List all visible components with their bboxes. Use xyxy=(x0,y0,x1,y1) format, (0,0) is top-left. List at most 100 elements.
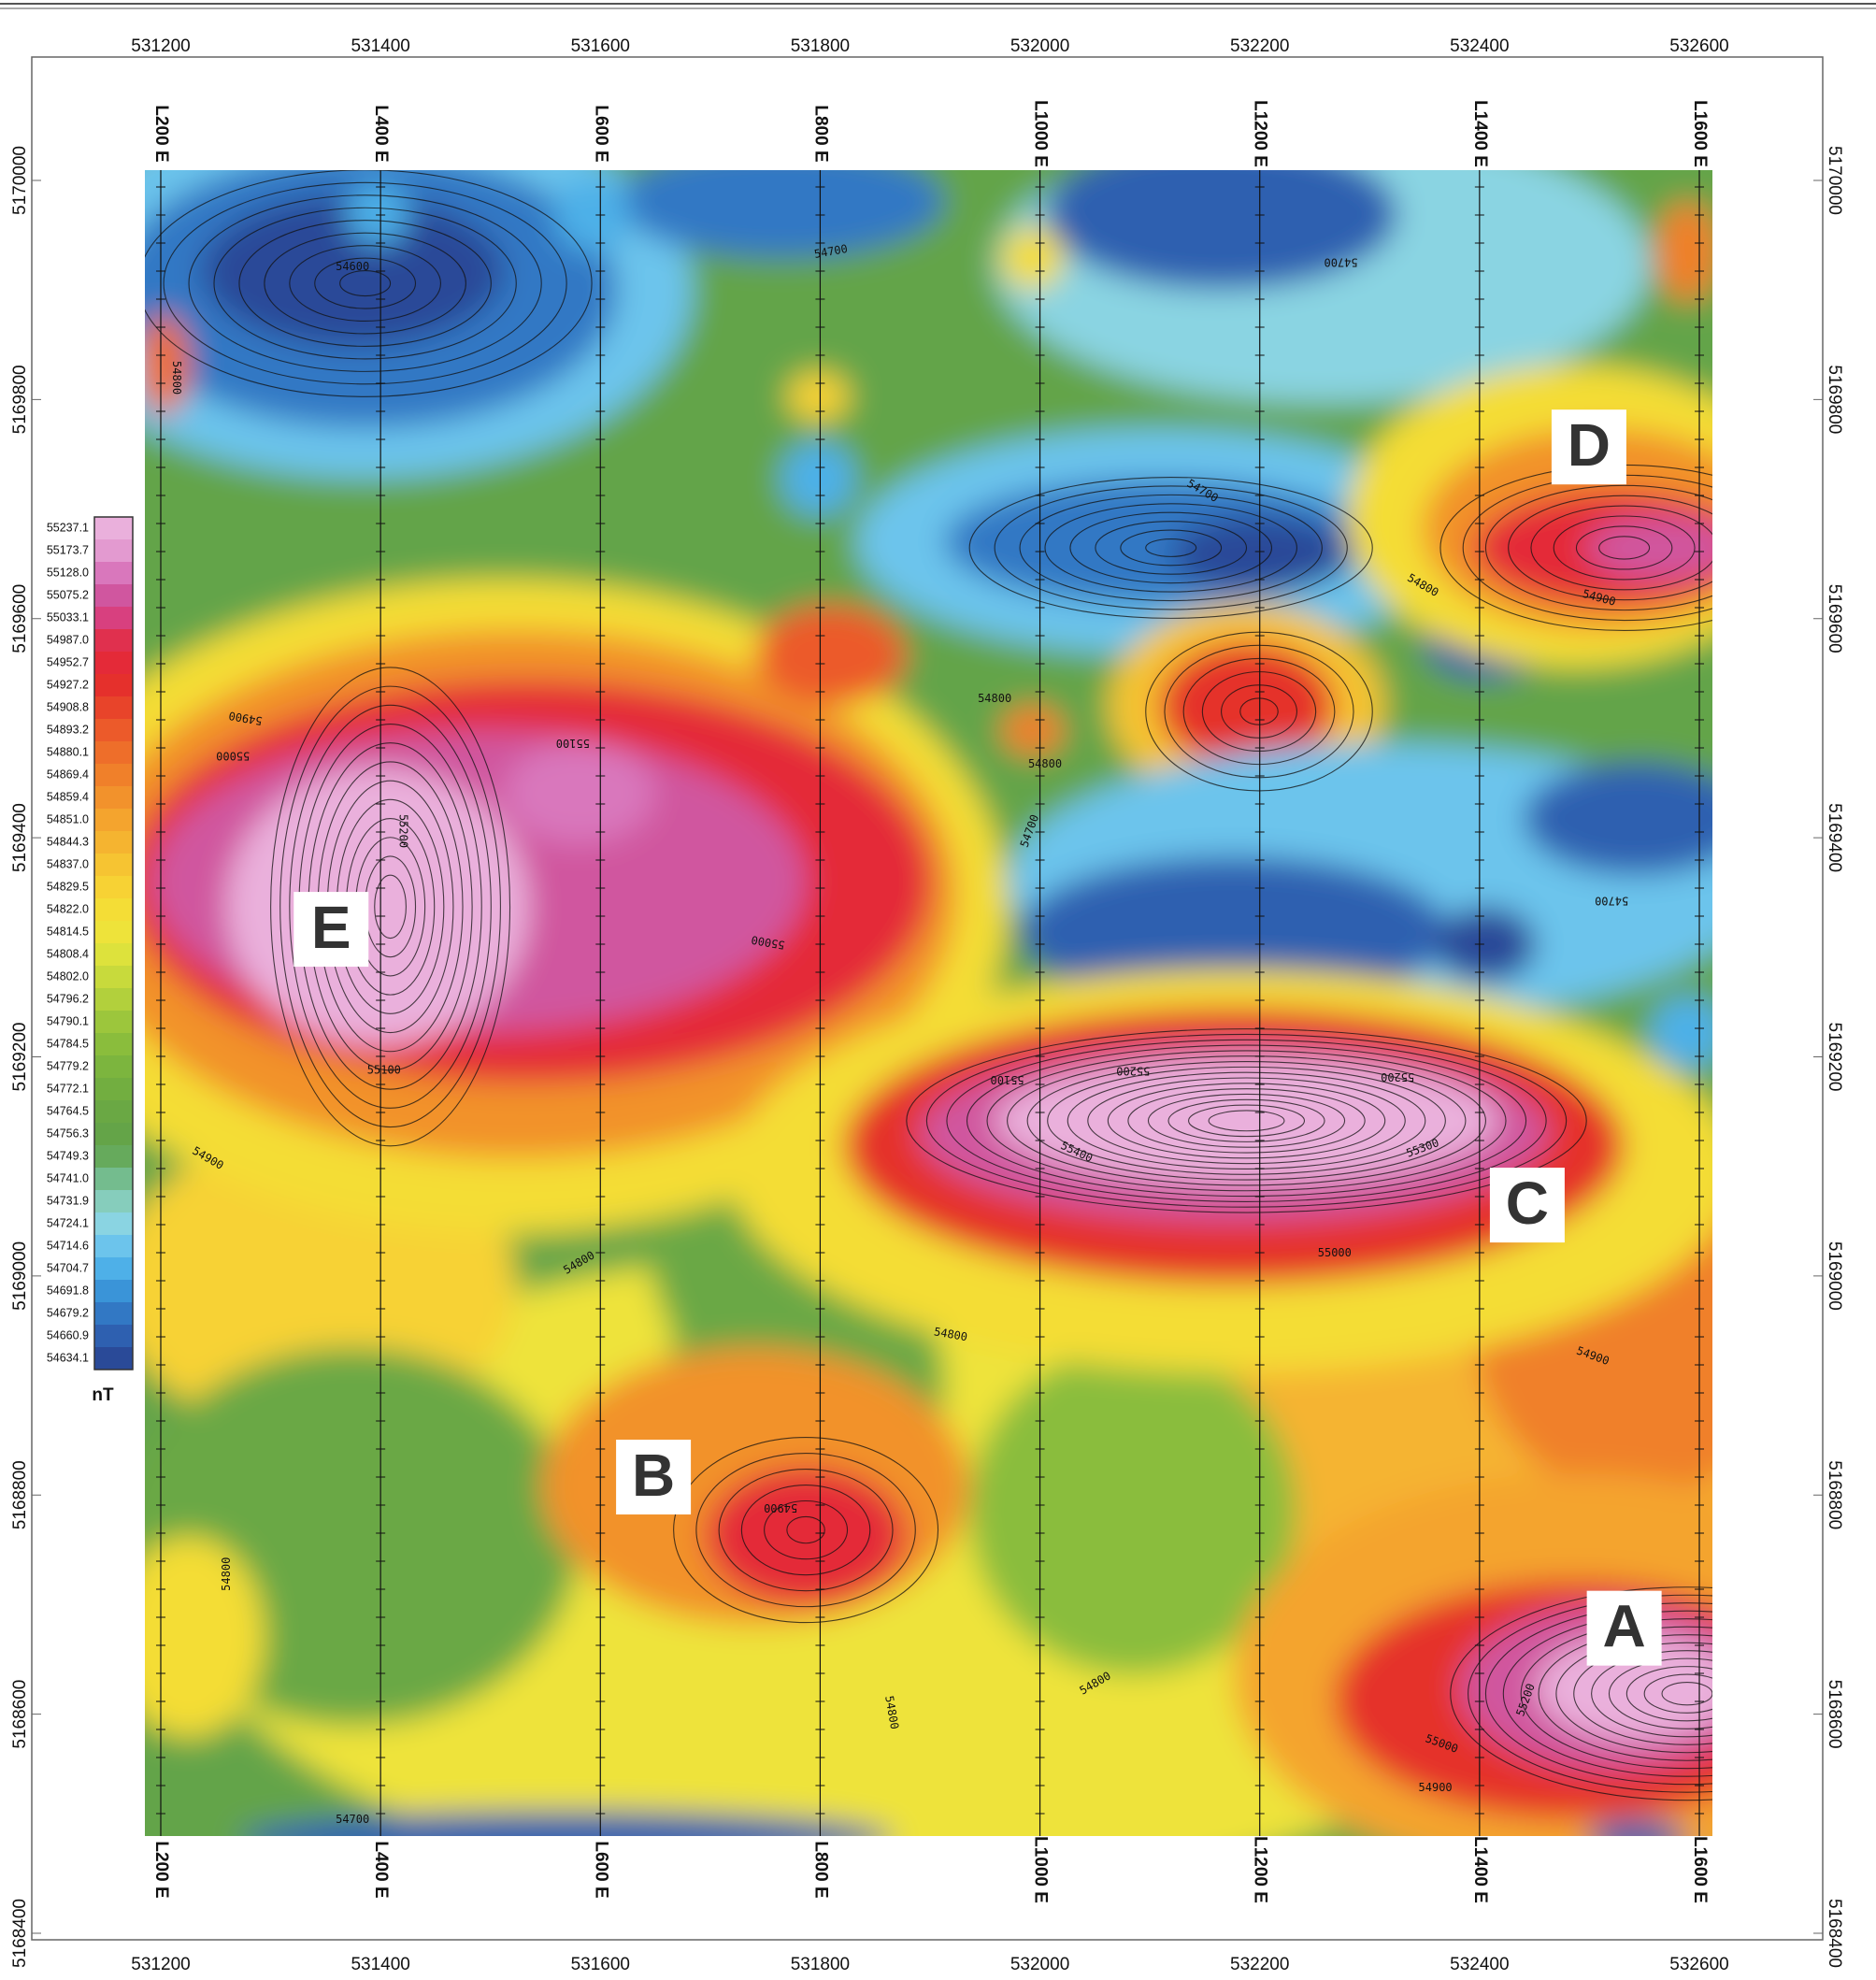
anomaly-label: C xyxy=(1506,1169,1549,1237)
contour-label: 55100 xyxy=(367,1063,401,1076)
legend-swatch xyxy=(94,966,133,988)
line-label: L1400 E xyxy=(1470,1836,1490,1903)
legend-label: 54679.2 xyxy=(47,1306,89,1319)
legend-swatch xyxy=(94,652,133,674)
anomaly-label: D xyxy=(1568,411,1611,479)
y-tick-label: 5170000 xyxy=(10,146,30,215)
contour-label: 54900 xyxy=(1419,1781,1453,1794)
legend-label: 54731.9 xyxy=(47,1194,89,1207)
legend-swatch xyxy=(94,539,133,562)
legend-swatch xyxy=(94,1055,133,1078)
field-blob xyxy=(1586,516,1738,579)
y-tick-label: 5168800 xyxy=(10,1460,30,1529)
x-tick-label: 531200 xyxy=(131,1955,190,1974)
legend-swatch xyxy=(94,1190,133,1212)
legend-unit: nT xyxy=(92,1385,114,1405)
anomaly-label: E xyxy=(311,894,351,961)
legend-swatch xyxy=(94,854,133,876)
line-label: L1600 E xyxy=(1690,100,1710,167)
legend-label: 54779.2 xyxy=(47,1059,89,1072)
line-label: L1000 E xyxy=(1031,1836,1051,1903)
x-tick-label: 532200 xyxy=(1230,1955,1289,1974)
anomaly-label: B xyxy=(632,1442,675,1509)
x-tick-label: 532600 xyxy=(1669,1955,1728,1974)
field-blob xyxy=(1436,907,1537,983)
legend-label: 54741.0 xyxy=(47,1171,89,1184)
y-tick-label: 5168400 xyxy=(1825,1899,1844,1968)
legend-swatch xyxy=(94,898,133,921)
contour-label: 54800 xyxy=(1028,757,1062,770)
contour-label: 54800 xyxy=(170,361,183,395)
field-blob xyxy=(504,743,655,844)
legend-swatch xyxy=(94,809,133,831)
legend-label: 54660.9 xyxy=(47,1328,89,1342)
y-tick-label: 5169000 xyxy=(10,1241,30,1311)
field-blob xyxy=(1650,995,1726,1070)
legend-label: 54714.6 xyxy=(47,1239,89,1252)
contour-label: 54600 xyxy=(336,260,369,273)
legend-label: 54691.8 xyxy=(47,1284,89,1297)
legend-label: 54987.0 xyxy=(47,633,89,646)
legend-swatch xyxy=(94,1347,133,1370)
line-label: L1600 E xyxy=(1690,1836,1710,1903)
legend-label: 54772.1 xyxy=(47,1082,89,1095)
legend-swatch xyxy=(94,629,133,652)
legend-label: 54749.3 xyxy=(47,1149,89,1162)
legend-swatch xyxy=(94,719,133,741)
legend-swatch xyxy=(94,876,133,898)
legend-label: 54756.3 xyxy=(47,1126,89,1140)
y-tick-label: 5168600 xyxy=(10,1680,30,1749)
legend-label: 54880.1 xyxy=(47,745,89,758)
legend-swatch xyxy=(94,764,133,786)
x-tick-label: 532600 xyxy=(1669,36,1728,56)
legend-label: 54704.7 xyxy=(47,1261,89,1274)
legend-label: 54784.5 xyxy=(47,1037,89,1050)
legend-swatch xyxy=(94,1033,133,1055)
legend-swatch xyxy=(94,1145,133,1168)
legend-label: 54952.7 xyxy=(47,655,89,668)
y-tick-label: 5169400 xyxy=(1825,803,1844,872)
y-tick-label: 5169200 xyxy=(10,1023,30,1092)
legend-swatch xyxy=(94,921,133,943)
y-tick-label: 5168800 xyxy=(1825,1460,1844,1529)
y-tick-label: 5168400 xyxy=(10,1899,30,1968)
line-label: L1400 E xyxy=(1470,100,1490,167)
field-blob xyxy=(1655,202,1718,303)
contour-label: 54800 xyxy=(220,1557,233,1591)
legend-swatch xyxy=(94,1168,133,1190)
field-blob xyxy=(755,605,907,706)
x-tick-label: 531600 xyxy=(571,1955,630,1974)
line-label: L1200 E xyxy=(1251,1836,1270,1903)
contour-label: 55100 xyxy=(556,737,590,750)
x-tick-label: 532200 xyxy=(1230,36,1289,56)
legend-label: 54869.4 xyxy=(47,768,89,781)
x-tick-label: 532000 xyxy=(1010,1955,1069,1974)
line-label: L1000 E xyxy=(1031,100,1051,167)
contour-label: 55200 xyxy=(1116,1064,1150,1077)
legend-label: 54829.5 xyxy=(47,880,89,893)
contour-label: 55200 xyxy=(1381,1070,1414,1083)
legend-swatch xyxy=(94,562,133,584)
legend-label: 54802.0 xyxy=(47,969,89,983)
legend-label: 55075.2 xyxy=(47,588,89,601)
legend-swatch xyxy=(94,1078,133,1100)
contour-label: 54700 xyxy=(1595,895,1628,908)
legend-label: 54927.2 xyxy=(47,678,89,691)
field-blob xyxy=(1524,762,1750,875)
legend-swatch xyxy=(94,1123,133,1145)
x-tick-label: 531600 xyxy=(571,36,630,56)
x-tick-label: 532400 xyxy=(1450,1955,1509,1974)
legend-label: 54808.4 xyxy=(47,947,89,960)
legend-swatch xyxy=(94,1325,133,1347)
y-tick-label: 5169600 xyxy=(1825,584,1844,653)
legend-swatch xyxy=(94,1100,133,1123)
line-label: L400 E xyxy=(371,105,391,162)
contour-label: 55000 xyxy=(1318,1246,1352,1259)
legend-label: 54893.2 xyxy=(47,723,89,736)
legend-label: 54908.8 xyxy=(47,700,89,713)
contour-label: 54700 xyxy=(1324,256,1357,269)
contour-label: 54900 xyxy=(764,1501,797,1514)
y-tick-label: 5168600 xyxy=(1825,1680,1844,1749)
line-label: L600 E xyxy=(591,105,610,162)
x-tick-label: 531200 xyxy=(131,36,190,56)
